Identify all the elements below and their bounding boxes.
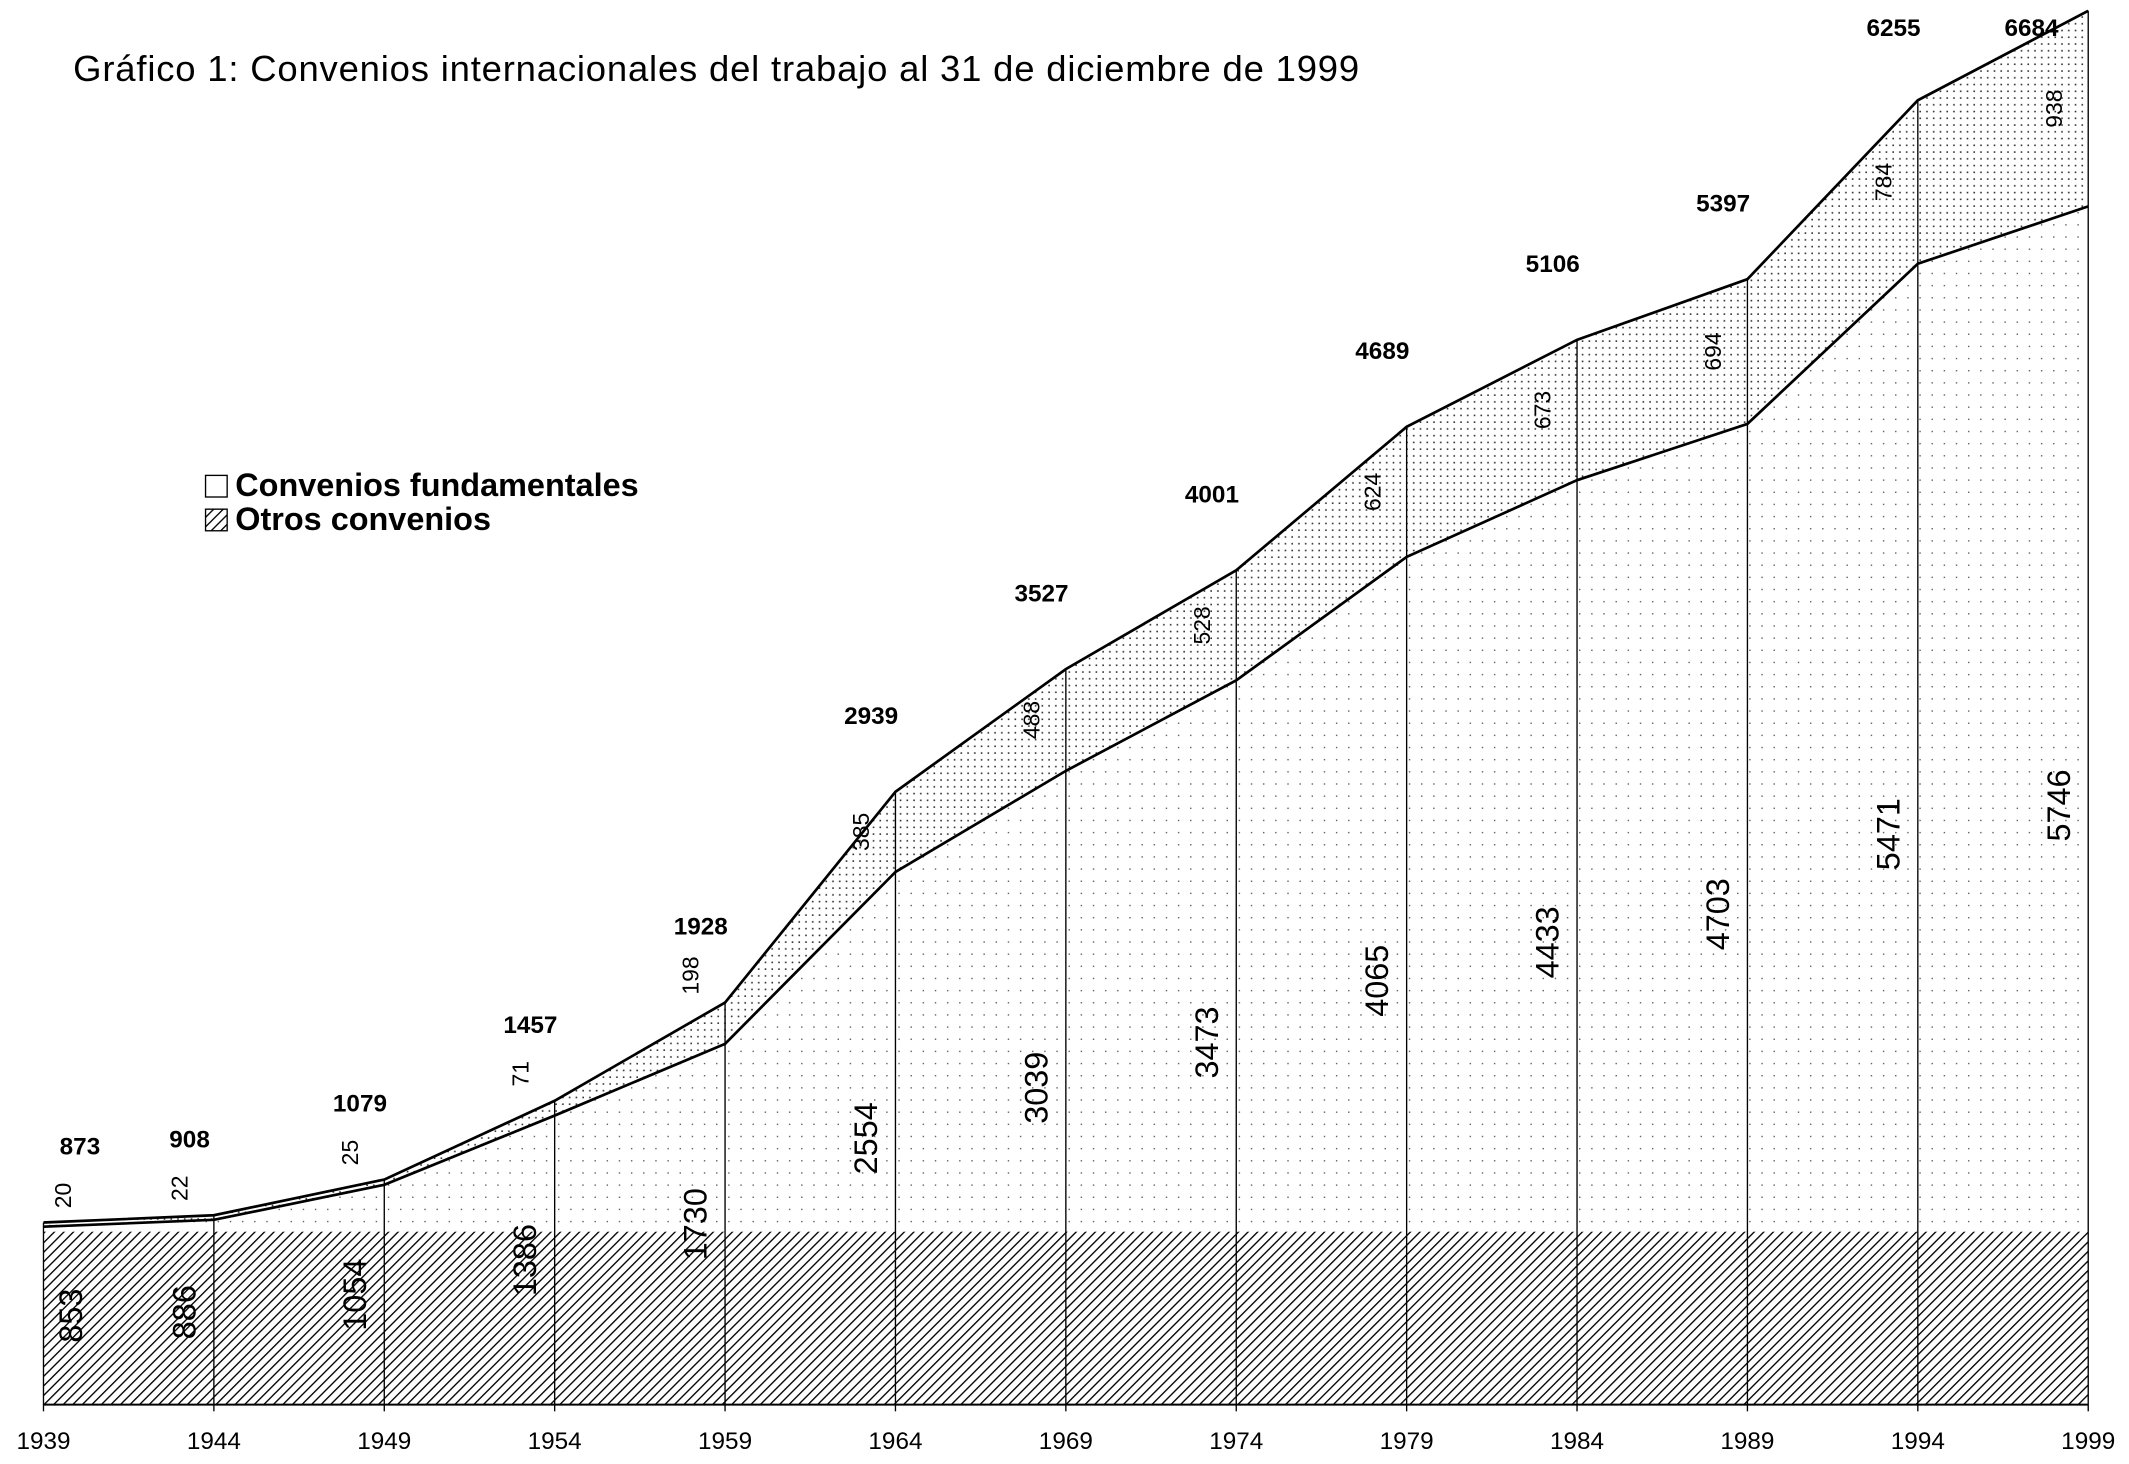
- data-label: 488: [1018, 701, 1044, 739]
- chart-title: Gráfico 1: Convenios internacionales del…: [73, 48, 1360, 89]
- legend: Convenios fundamentales Otros convenios: [204, 467, 639, 537]
- x-tick-label: 1944: [187, 1428, 241, 1455]
- total-label: 6684: [2004, 15, 2059, 42]
- data-label: 385: [848, 813, 874, 851]
- total-label: 4001: [1185, 481, 1239, 508]
- data-label: 4703: [1700, 878, 1736, 950]
- total-label: 908: [169, 1126, 210, 1153]
- x-tick-label: 1994: [1891, 1428, 1945, 1455]
- data-label: 25: [337, 1140, 363, 1166]
- x-tick-label: 1939: [16, 1428, 70, 1455]
- data-label: 694: [1700, 332, 1726, 371]
- data-label: 198: [678, 956, 704, 994]
- data-label: 3473: [1189, 1006, 1225, 1078]
- total-label: 1928: [674, 914, 728, 941]
- data-label: 853: [53, 1289, 89, 1343]
- x-tick-label: 1949: [357, 1428, 411, 1455]
- data-label: 1054: [337, 1259, 373, 1331]
- data-label: 938: [2041, 89, 2067, 127]
- total-label: 4689: [1355, 338, 1409, 365]
- plot-area: 1939 1944 1949 1954 1959 1964 1969 1974 1979 1984…: [16, 9, 2115, 1455]
- total-label: 2939: [844, 703, 898, 730]
- total-label: 5106: [1526, 251, 1580, 278]
- x-tick-label: 1979: [1380, 1428, 1434, 1455]
- data-label: 4065: [1359, 945, 1395, 1017]
- data-label: 886: [166, 1285, 202, 1339]
- data-label: 5746: [2041, 769, 2077, 841]
- data-label: 624: [1359, 472, 1385, 511]
- x-tick-label: 1954: [528, 1428, 582, 1455]
- total-label: 6255: [1866, 15, 1920, 42]
- data-label: 22: [167, 1175, 193, 1201]
- legend-label: Convenios fundamentales: [235, 467, 638, 503]
- data-label: 5471: [1870, 798, 1906, 870]
- legend-swatch: [204, 508, 228, 532]
- data-label: 1386: [507, 1224, 543, 1296]
- x-tick-label: 1984: [1550, 1428, 1604, 1455]
- legend-swatch: [204, 474, 228, 498]
- data-label: 71: [507, 1061, 533, 1087]
- data-label: 4433: [1530, 906, 1566, 978]
- data-label: 3039: [1018, 1052, 1054, 1124]
- x-tick-label: 1989: [1720, 1428, 1774, 1455]
- data-label: 1730: [678, 1188, 714, 1260]
- legend-label: Otros convenios: [235, 501, 491, 537]
- data-label: 20: [50, 1183, 76, 1209]
- data-label: 528: [1189, 606, 1215, 644]
- x-tick-label: 1959: [698, 1428, 752, 1455]
- total-label: 873: [60, 1134, 101, 1161]
- data-label: 2554: [848, 1102, 884, 1174]
- x-tick-label: 1969: [1039, 1428, 1093, 1455]
- data-label: 784: [1870, 163, 1896, 202]
- x-tick-label: 1999: [2061, 1428, 2115, 1455]
- x-tick-label: 1964: [868, 1428, 922, 1455]
- data-label: 673: [1530, 391, 1556, 429]
- x-tick-label: 1974: [1209, 1428, 1263, 1455]
- total-label: 1079: [333, 1091, 387, 1118]
- total-label: 3527: [1015, 580, 1069, 607]
- total-label: 5397: [1696, 190, 1750, 217]
- total-label: 1457: [503, 1012, 557, 1039]
